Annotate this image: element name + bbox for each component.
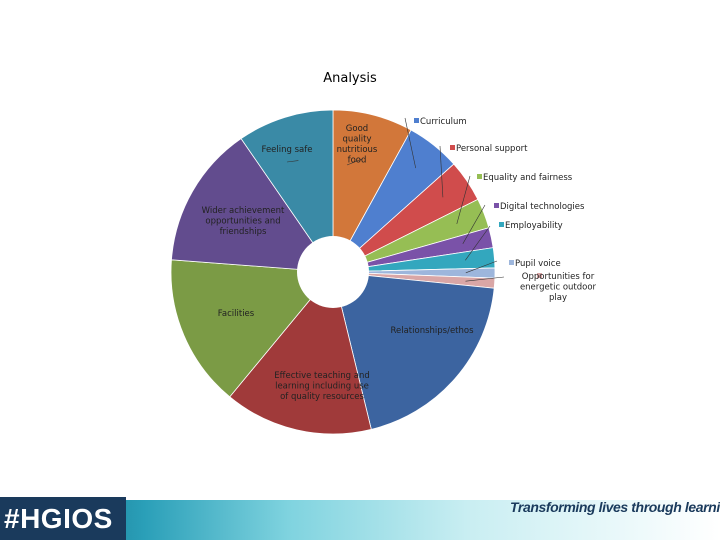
slice-wider-achievement-opportunities-and-friendships (171, 138, 334, 273)
slice-effective-teaching-and-learning-including-use-of-quality-resources (229, 271, 372, 435)
slice-label-feeling-safe: Feeling safe (262, 145, 313, 155)
leader-line-pupil-voice (465, 260, 498, 274)
leader-line-feeling-safe (286, 160, 299, 163)
slice-facilities (170, 259, 334, 398)
leader-line-good-quality-nutritious-food (346, 158, 363, 166)
legend-label-curriculum: Curriculum (420, 117, 467, 127)
legend-label-digital-technologies: Digital technologies (500, 202, 585, 212)
leader-line-curriculum (404, 117, 416, 169)
slice-label-effective-teaching-and-learning-including-use-of-quality-resources: Effective teaching and learning including… (274, 371, 369, 402)
legend-swatch-pupil-voice (509, 260, 514, 265)
hashtag-logo: #HGIOS (0, 497, 126, 540)
leader-line-equality-and-fairness (456, 175, 471, 224)
leader-line-employability (465, 225, 491, 261)
leader-line-opportunities-for-energetic-outdoor-play (465, 276, 505, 282)
slice-feeling-safe (240, 109, 334, 274)
legend-swatch-digital-technologies (494, 203, 499, 208)
donut-hole-circle (297, 236, 369, 308)
slice-label-relationships-ethos: Relationships/ethos (390, 326, 474, 336)
legend-swatch-personal-support (450, 145, 455, 150)
legend-label-equality-and-fairness: Equality and fairness (483, 173, 573, 183)
legend-swatch-employability (499, 222, 504, 227)
tagline: Transforming lives through learning (510, 499, 720, 515)
slice-label-good-quality-nutritious-food: Good quality nutritious food (337, 124, 378, 166)
chart-title: Analysis (323, 71, 377, 86)
slice-relationships-ethos (332, 271, 495, 430)
slice-labels: Good quality nutritious food Curriculum Perso… (202, 117, 597, 402)
legend-label-personal-support: Personal support (456, 144, 528, 154)
legend-swatch-curriculum (414, 118, 419, 123)
legend-label-pupil-voice: Pupil voice (515, 259, 561, 269)
slice-label-wider-achievement-opportunities-and-friendships: Wider achievement opportunities and friend… (202, 206, 285, 237)
leader-line-digital-technologies (462, 204, 486, 244)
legend-swatch-equality-and-fairness (477, 174, 482, 179)
leader-line-personal-support (439, 145, 444, 198)
legend-label-opportunities-for-energetic-outdoor-play: Opportunities for energetic outdoor play (520, 272, 597, 303)
legend-swatch-opportunities-for-energetic-outdoor-play (537, 273, 542, 278)
slice-label-facilities: Facilities (218, 309, 255, 319)
slices-layer (170, 109, 496, 435)
donut-hole (297, 236, 369, 308)
legend-label-employability: Employability (505, 221, 563, 231)
leader-lines (286, 117, 505, 282)
